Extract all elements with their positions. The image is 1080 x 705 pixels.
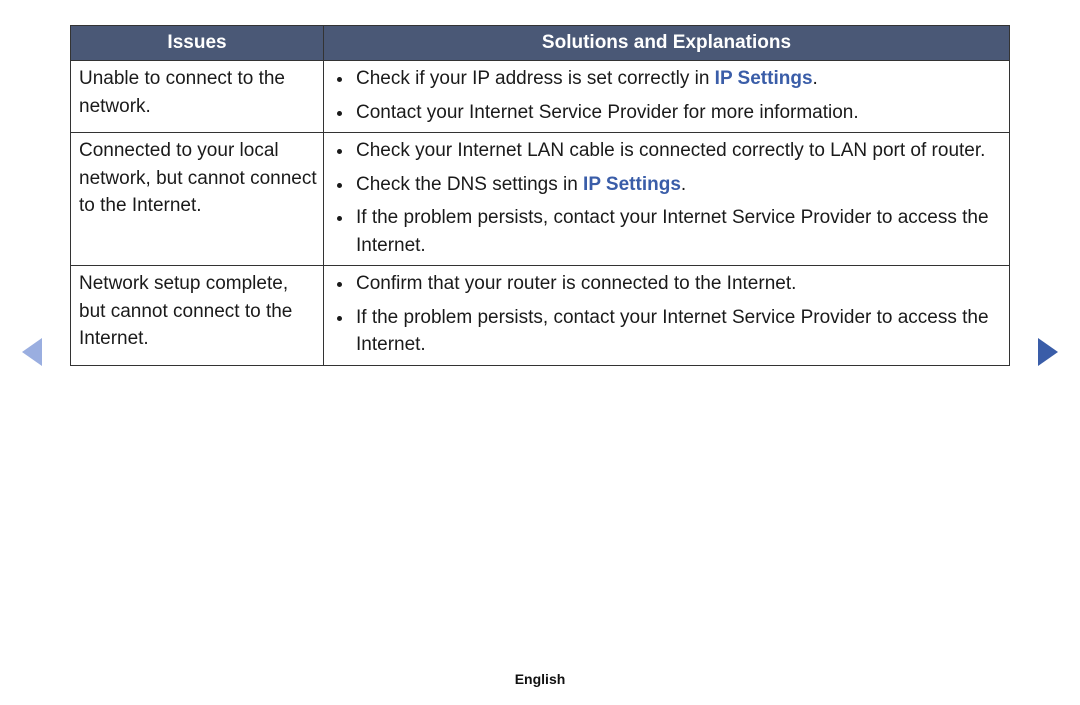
troubleshooting-table: Issues Solutions and Explanations Unable… [70, 25, 1010, 366]
header-solutions: Solutions and Explanations [324, 26, 1010, 61]
issue-cell: Connected to your local network, but can… [71, 133, 324, 266]
solutions-list: Check your Internet LAN cable is connect… [332, 137, 999, 259]
solution-item: Contact your Internet Service Provider f… [354, 99, 999, 127]
solutions-list: Check if your IP address is set correctl… [332, 65, 999, 126]
solution-text: Check your Internet LAN cable is connect… [356, 140, 985, 161]
solution-text: If the problem persists, contact your In… [356, 307, 989, 356]
solution-text: Check the DNS settings in [356, 174, 583, 195]
solutions-cell: Check if your IP address is set correctl… [324, 61, 1010, 133]
solution-item: If the problem persists, contact your In… [354, 304, 999, 359]
solution-text: Contact your Internet Service Provider f… [356, 102, 859, 123]
issue-cell: Unable to connect to the network. [71, 61, 324, 133]
page-language-footer: English [0, 671, 1080, 687]
solutions-list: Confirm that your router is connected to… [332, 270, 999, 359]
table-header-row: Issues Solutions and Explanations [71, 26, 1010, 61]
ip-settings-link[interactable]: IP Settings [715, 68, 813, 89]
solution-text: Check if your IP address is set correctl… [356, 68, 715, 89]
solutions-cell: Confirm that your router is connected to… [324, 266, 1010, 366]
prev-page-arrow-icon[interactable] [22, 338, 42, 366]
solution-item: Check the DNS settings in IP Settings. [354, 171, 999, 199]
solution-text: . [813, 68, 818, 89]
table-row: Unable to connect to the network. Check … [71, 61, 1010, 133]
solutions-cell: Check your Internet LAN cable is connect… [324, 133, 1010, 266]
issue-cell: Network setup complete, but cannot conne… [71, 266, 324, 366]
solution-text: If the problem persists, contact your In… [356, 207, 989, 256]
next-page-arrow-icon[interactable] [1038, 338, 1058, 366]
solution-text: Confirm that your router is connected to… [356, 273, 796, 294]
table-row: Network setup complete, but cannot conne… [71, 266, 1010, 366]
table-row: Connected to your local network, but can… [71, 133, 1010, 266]
solution-text: . [681, 174, 686, 195]
manual-page: Issues Solutions and Explanations Unable… [0, 0, 1080, 705]
header-issues: Issues [71, 26, 324, 61]
solution-item: If the problem persists, contact your In… [354, 204, 999, 259]
ip-settings-link[interactable]: IP Settings [583, 174, 681, 195]
solution-item: Confirm that your router is connected to… [354, 270, 999, 298]
solution-item: Check your Internet LAN cable is connect… [354, 137, 999, 165]
solution-item: Check if your IP address is set correctl… [354, 65, 999, 93]
